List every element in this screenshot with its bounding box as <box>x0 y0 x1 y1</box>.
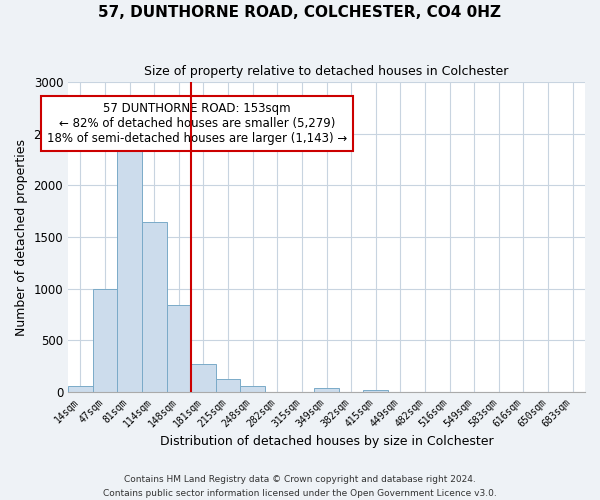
Bar <box>167 305 191 392</box>
Bar <box>216 379 241 392</box>
X-axis label: Distribution of detached houses by size in Colchester: Distribution of detached houses by size … <box>160 434 493 448</box>
Bar <box>241 386 265 392</box>
Text: Contains HM Land Registry data © Crown copyright and database right 2024.
Contai: Contains HM Land Registry data © Crown c… <box>103 476 497 498</box>
Text: 57 DUNTHORNE ROAD: 153sqm
← 82% of detached houses are smaller (5,279)
18% of se: 57 DUNTHORNE ROAD: 153sqm ← 82% of detac… <box>47 102 347 145</box>
Bar <box>68 386 92 392</box>
Y-axis label: Number of detached properties: Number of detached properties <box>15 138 28 336</box>
Bar <box>191 364 216 392</box>
Bar <box>92 288 117 392</box>
Bar <box>117 136 142 392</box>
Text: 57, DUNTHORNE ROAD, COLCHESTER, CO4 0HZ: 57, DUNTHORNE ROAD, COLCHESTER, CO4 0HZ <box>98 5 502 20</box>
Title: Size of property relative to detached houses in Colchester: Size of property relative to detached ho… <box>145 65 509 78</box>
Bar <box>142 222 167 392</box>
Bar <box>314 388 339 392</box>
Bar <box>364 390 388 392</box>
